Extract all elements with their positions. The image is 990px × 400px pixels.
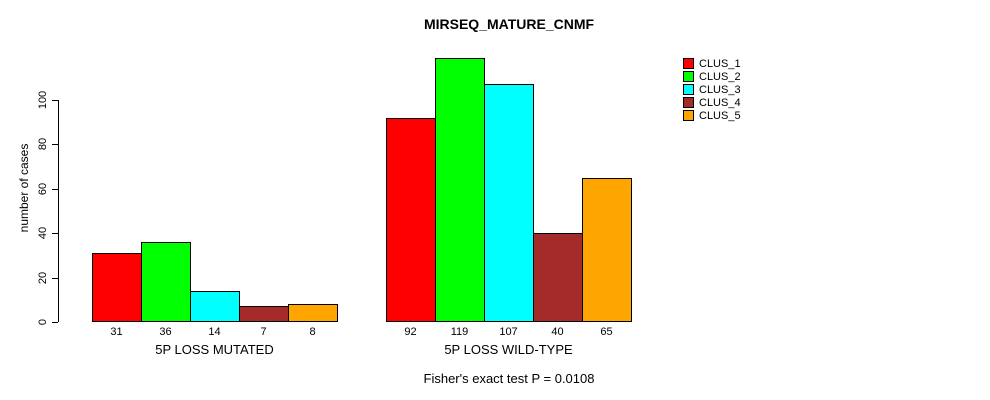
- chart-title: MIRSEQ_MATURE_CNMF: [423, 16, 595, 32]
- y-axis-tick: [52, 144, 58, 146]
- legend-swatch-clus_3: [683, 84, 694, 95]
- bar-value-label: 119: [450, 326, 469, 338]
- y-axis-tick-label: 20: [37, 271, 49, 284]
- y-axis-tick-label: 0: [37, 318, 49, 326]
- y-axis-tick-label: 100: [37, 90, 49, 110]
- legend-label: CLUS_5: [699, 109, 741, 122]
- legend-label: CLUS_4: [699, 96, 741, 109]
- bar-value-label: 40: [551, 326, 564, 338]
- bar-clus_5-group2: [582, 178, 632, 322]
- legend-swatch-clus_2: [683, 71, 694, 82]
- bar-clus_2-group1: [141, 242, 191, 322]
- y-axis-tick: [52, 100, 58, 101]
- y-axis-tick-label: 40: [37, 227, 49, 240]
- y-axis: [58, 100, 59, 322]
- bar-clus_4-group1: [239, 306, 289, 322]
- bar-clus_3-group1: [190, 291, 240, 322]
- legend-item-clus_5: CLUS_5: [683, 109, 741, 122]
- bar-clus_3-group2: [484, 84, 534, 322]
- legend-swatch-clus_1: [683, 58, 694, 69]
- bar-clus_4-group2: [533, 233, 583, 322]
- group-label: 5P LOSS MUTATED: [155, 342, 274, 357]
- bar-value-label: 92: [404, 326, 417, 338]
- legend: CLUS_1 CLUS_2 CLUS_3 CLUS_4 CLUS_5: [683, 57, 741, 122]
- bar-clus_1-group1: [92, 253, 142, 322]
- y-axis-tick: [52, 322, 58, 323]
- bar-clus_5-group1: [288, 304, 338, 322]
- legend-swatch-clus_5: [683, 110, 694, 121]
- bar-value-label: 107: [499, 326, 518, 338]
- group-label: 5P LOSS WILD-TYPE: [444, 342, 573, 357]
- bar-clus_1-group2: [386, 118, 436, 322]
- bar-value-label: 65: [600, 326, 613, 338]
- y-axis-tick-label: 60: [37, 182, 49, 195]
- bar-value-label: 8: [309, 326, 316, 338]
- y-axis-tick: [52, 233, 58, 235]
- legend-label: CLUS_3: [699, 83, 741, 96]
- legend-item-clus_3: CLUS_3: [683, 83, 741, 96]
- legend-item-clus_1: CLUS_1: [683, 57, 741, 70]
- legend-label: CLUS_2: [699, 70, 741, 83]
- legend-item-clus_2: CLUS_2: [683, 70, 741, 83]
- y-axis-label: number of cases: [17, 143, 31, 233]
- bar-value-label: 7: [260, 326, 267, 338]
- y-axis-tick: [52, 277, 58, 279]
- y-axis-tick-label: 80: [37, 138, 49, 151]
- legend-swatch-clus_4: [683, 97, 694, 108]
- footnote-fishers-test: Fisher's exact test P = 0.0108: [423, 371, 595, 386]
- legend-label: CLUS_1: [699, 57, 741, 70]
- legend-item-clus_4: CLUS_4: [683, 96, 741, 109]
- bar-clus_2-group2: [435, 58, 485, 322]
- y-axis-tick: [52, 188, 58, 190]
- bar-value-label: 14: [208, 326, 221, 338]
- bar-value-label: 36: [159, 326, 172, 338]
- bar-value-label: 31: [110, 326, 123, 338]
